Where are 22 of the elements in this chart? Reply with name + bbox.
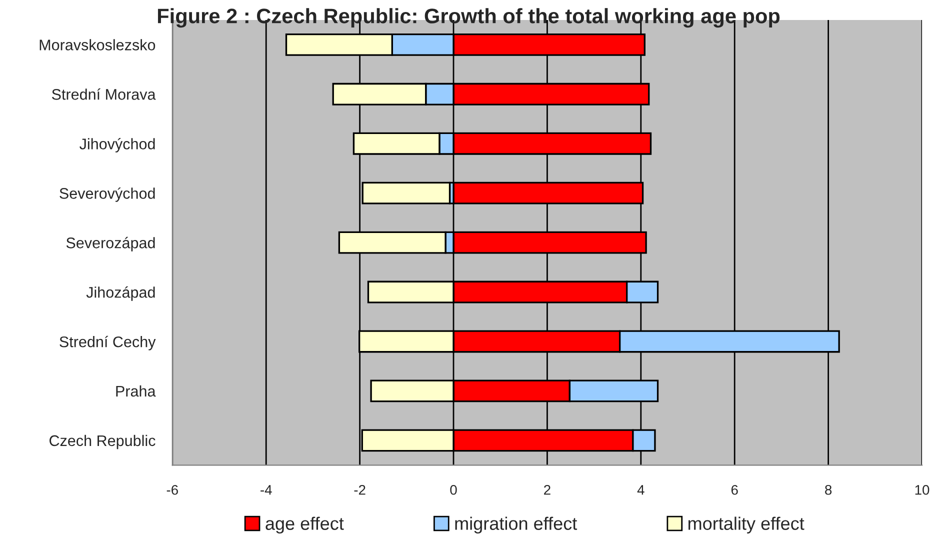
y-tick-label: Strední Morava — [52, 88, 156, 100]
x-tick-label: -6 — [166, 484, 178, 495]
legend-label: mortality effect — [688, 516, 804, 534]
x-tick-label: 2 — [544, 484, 550, 495]
x-tick-label: 8 — [825, 484, 832, 495]
x-tick-label: 4 — [637, 485, 644, 495]
x-tick-label: 0 — [450, 484, 457, 495]
x-tick-label: -4 — [260, 485, 272, 495]
y-tick-label: Severozápad — [66, 236, 155, 252]
y-tick-label: Czech Republic — [50, 434, 156, 450]
x-tick-label: 6 — [731, 484, 738, 495]
y-tick-label: Moravskoslezsko — [40, 39, 156, 50]
y-tick-label: Praha — [116, 385, 156, 397]
legend-label: age effect — [266, 516, 344, 534]
chart-title: Figure 2 : Czech Republic: Growth of the total working age pop — [158, 8, 780, 28]
y-tick-label: Severovýchod — [60, 187, 155, 202]
x-tick-label: -2 — [354, 484, 366, 495]
y-tick-label: Jihovýchod — [80, 138, 155, 152]
y-tick-label: Strední Cechy — [60, 336, 156, 350]
x-tick-label: 10 — [915, 484, 930, 495]
legend-label: migration effect — [455, 516, 578, 534]
y-tick-label: Jihozápad — [86, 286, 155, 301]
